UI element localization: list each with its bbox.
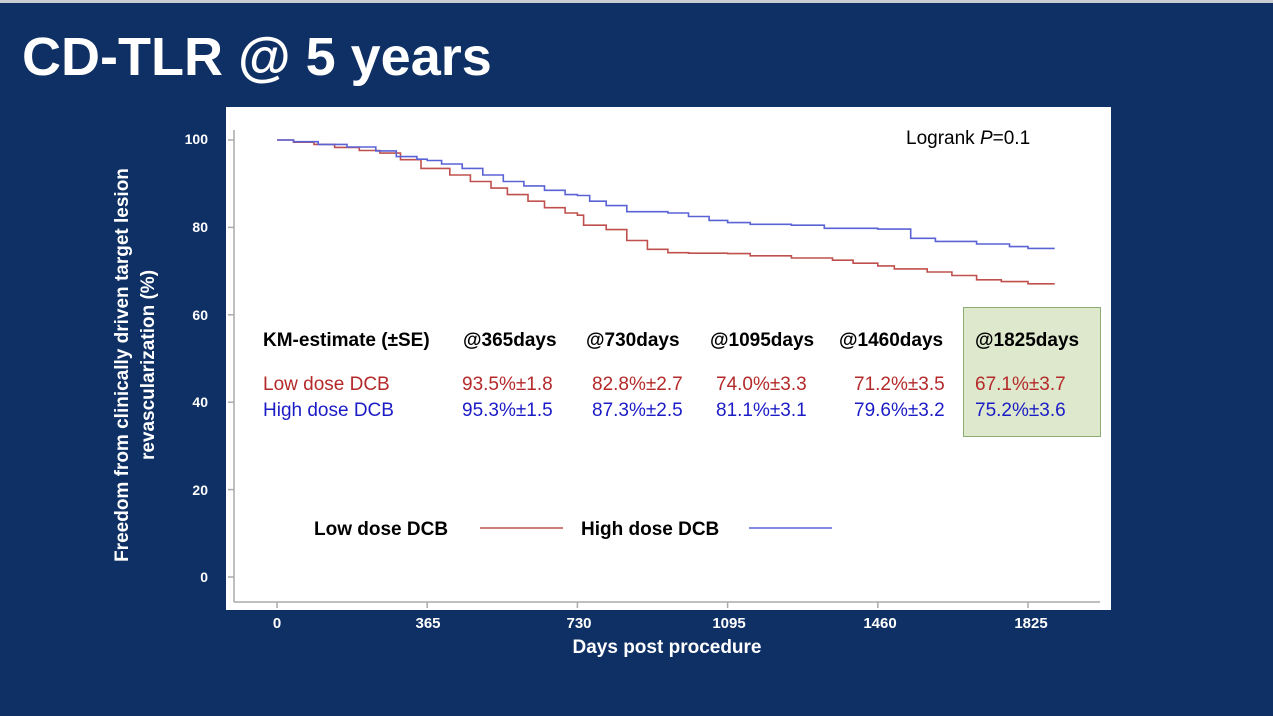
y-tick-label: 80 [192,219,208,235]
y-tick-label: 20 [192,482,208,498]
km-value-low: 67.1%±3.7 [975,374,1066,395]
km-table-header: @1825days [975,330,1080,351]
km-value-high: 75.2%±3.6 [975,400,1066,421]
km-table-header: KM-estimate (±SE) [263,330,430,351]
km-value-high: 87.3%±2.5 [592,400,683,421]
y-tick-label: 60 [192,307,208,323]
logrank-annotation: Logrank P=0.1 [906,128,1031,149]
x-tick-label: 1460 [863,615,897,632]
slide-title: CD-TLR @ 5 years [22,27,492,87]
km-value-low: 71.2%±3.5 [854,374,945,395]
y-tick-label: 40 [192,394,208,410]
km-value-high: 81.1%±3.1 [716,400,807,421]
highlight-1825-column [963,307,1101,437]
y-tick-label: 100 [184,131,208,147]
km-value-low: 93.5%±1.8 [462,374,553,395]
km-value-high: 95.3%±1.5 [462,400,553,421]
x-tick-label: 730 [566,615,592,632]
legend-label-low: Low dose DCB [314,519,449,540]
x-axis-title: Days post procedure [572,637,762,658]
km-value-low: 82.8%±2.7 [592,374,683,395]
km-table-header: @730days [586,330,680,351]
x-tick-label: 0 [272,615,282,632]
km-table-header: @365days [463,330,557,351]
km-value-low: 74.0%±3.3 [716,374,807,395]
km-row-label-low: Low dose DCB [263,374,390,395]
y-axis-title: Freedom from clinically driven target le… [112,168,159,562]
y-tick-label: 0 [200,569,208,585]
x-tick-label: 365 [415,615,441,632]
km-table-header: @1095days [710,330,815,351]
legend-label-high: High dose DCB [581,519,720,540]
km-row-label-high: High dose DCB [263,400,394,421]
x-tick-label: 1095 [712,615,746,632]
x-tick-label: 1825 [1014,615,1048,632]
top-border [0,0,1273,3]
km-table-header: @1460days [839,330,944,351]
km-value-high: 79.6%±3.2 [854,400,945,421]
